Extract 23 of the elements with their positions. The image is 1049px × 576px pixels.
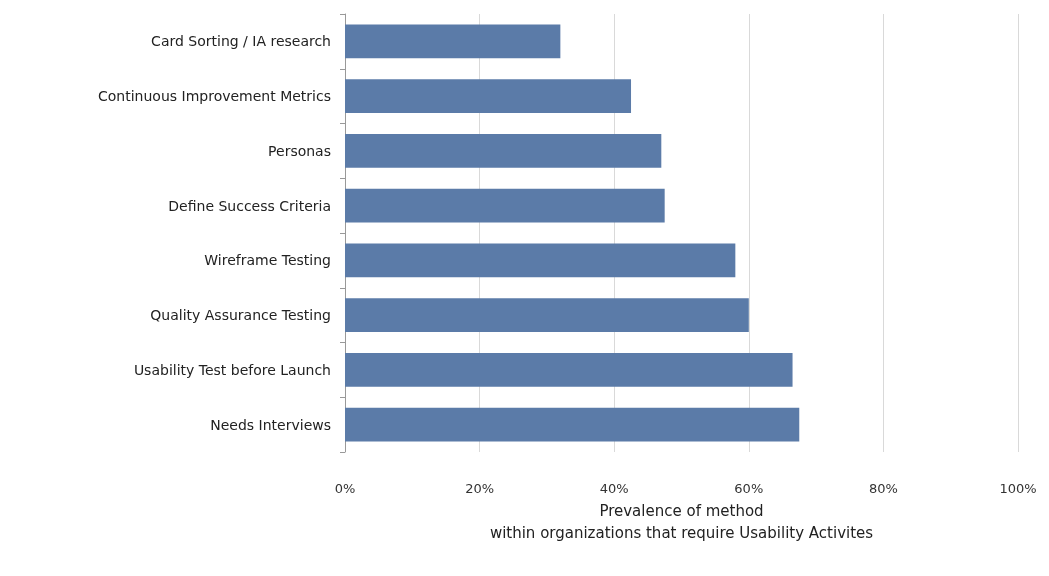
x-tick-label: 60% bbox=[734, 481, 764, 496]
bar bbox=[345, 24, 561, 59]
x-tick-label: 0% bbox=[334, 481, 356, 496]
y-tick-label: Quality Assurance Testing bbox=[150, 307, 331, 324]
bar bbox=[345, 243, 736, 278]
x-tick-label: 40% bbox=[599, 481, 629, 496]
x-tick-label: 20% bbox=[465, 481, 495, 496]
y-tick-label: Wireframe Testing bbox=[204, 252, 331, 269]
bar bbox=[345, 188, 665, 223]
y-tick-label: Personas bbox=[268, 142, 331, 159]
bar bbox=[345, 79, 632, 114]
y-tick-label: Card Sorting / IA research bbox=[151, 33, 331, 50]
x-axis-title: Prevalence of method within organizations that require Usability Activites bbox=[489, 501, 874, 542]
y-tick-label: Define Success Criteria bbox=[168, 197, 331, 214]
bar bbox=[345, 298, 749, 333]
y-tick-label: Continuous Improvement Metrics bbox=[98, 88, 331, 105]
bar bbox=[345, 133, 662, 168]
bar bbox=[345, 352, 793, 387]
x-tick-label: 100% bbox=[999, 481, 1037, 496]
x-tick-label: 80% bbox=[868, 481, 898, 496]
y-tick-label: Usability Test before Launch bbox=[133, 361, 331, 378]
bar bbox=[345, 407, 800, 442]
y-tick-label: Needs Interviews bbox=[210, 416, 331, 433]
